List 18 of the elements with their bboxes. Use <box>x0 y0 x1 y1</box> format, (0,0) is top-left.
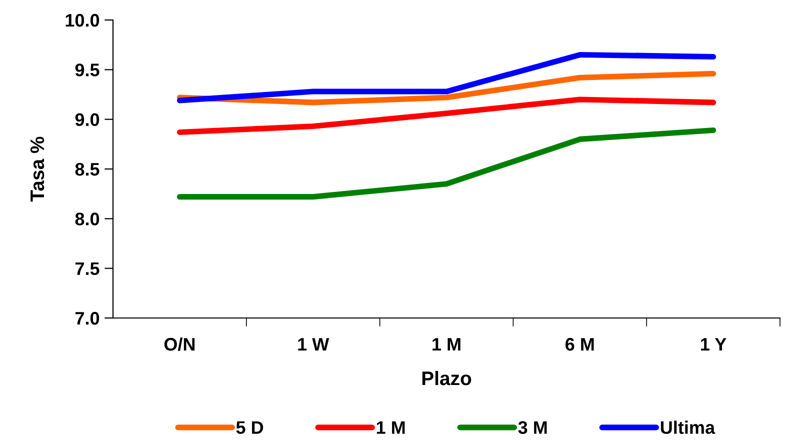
x-tick-label: 1 W <box>298 338 330 351</box>
y-tick-label: 9.0 <box>75 113 100 126</box>
legend-label: 1 M <box>376 421 405 434</box>
x-axis-title: Plazo <box>422 370 472 386</box>
y-tick-label: 8.0 <box>75 212 100 226</box>
legend-label: 3 M <box>518 421 547 434</box>
legend-label: Ultima <box>660 420 716 434</box>
x-tick-label: O/N <box>164 337 195 351</box>
y-tick-label: 7.0 <box>75 312 100 325</box>
x-tick-label: 1 Y <box>701 338 726 351</box>
x-tick-label: 6 M <box>566 338 594 351</box>
y-tick-label: 7.5 <box>75 262 100 276</box>
y-tick-label: 9.5 <box>75 64 100 76</box>
x-tick-label: 1 M <box>432 338 460 351</box>
y-axis-title: Tasa % <box>30 136 44 202</box>
y-tick-label: 8.5 <box>75 162 100 176</box>
y-tick-label: 10.0 <box>66 14 100 27</box>
legend-label: 5 D <box>236 421 264 434</box>
